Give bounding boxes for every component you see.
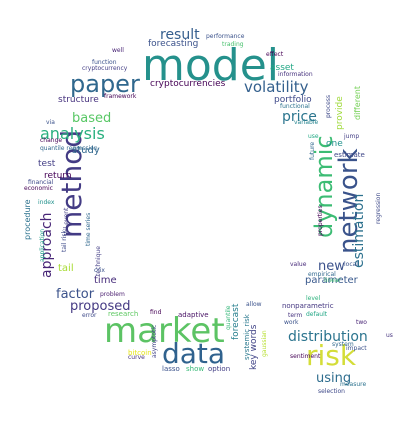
word: via [46,119,55,126]
word: bitcoin [128,349,152,357]
word: term [288,312,303,319]
word: regression [375,192,382,224]
word: time series [85,212,92,246]
word: tail [58,263,74,274]
word: index [38,199,55,206]
word: trading [222,41,244,48]
word: us [386,332,393,339]
word: quantile regression [40,145,98,152]
word: problem [100,291,125,298]
word: lasso [162,365,180,373]
word: tail risk [61,229,68,252]
word: estimate [334,151,365,159]
word: cryptocurrencies [150,79,226,89]
word: different [353,86,362,120]
word: variable [294,119,319,126]
word: market [104,311,225,351]
word: curve [128,354,145,361]
word: crix [94,267,105,274]
word: research [108,310,139,318]
word: analysis [40,124,105,143]
word: application [39,228,46,262]
word: find [150,309,162,316]
word: using [316,371,352,386]
word: change [40,137,63,144]
word: provide [335,96,345,130]
word: time [94,275,117,286]
word: default [306,311,328,318]
word: selection [318,388,345,395]
word: based [72,111,112,126]
word: function [92,59,117,66]
word: value [290,261,307,268]
word: nonparametric [282,302,334,310]
word: forecasting [148,39,199,49]
word: performance [206,33,245,40]
word: measure [340,381,367,388]
word: systemic risk [243,314,251,360]
word: quantile [225,305,232,330]
word: level [306,295,321,302]
word: adaptive [178,311,209,319]
word: system [332,341,354,348]
word: well [112,47,124,54]
word: procedure [23,199,32,240]
word: asymptotic [151,324,158,358]
word: functional [280,103,310,110]
word: paper [70,70,140,98]
word: price [282,109,317,125]
word: test [38,159,56,169]
word: risk [306,339,357,372]
word: properties [317,205,324,236]
word: asset [270,63,294,73]
word: data [162,337,226,370]
word: key words [249,324,259,370]
word: factor [56,287,95,302]
word: return [44,171,72,181]
word: one [326,139,343,149]
word: gaussian [261,330,268,357]
word: use [308,133,319,140]
word: parameter [305,275,358,286]
word: framework [104,93,137,100]
word: result [160,27,200,43]
word: effect [266,51,284,58]
word: new [318,259,345,274]
word: work [284,319,299,326]
word: sentiment [290,353,321,360]
word: portfolio [274,95,312,105]
word: option [208,365,231,373]
word: forecast [231,303,241,340]
word: error [82,312,97,319]
word: empirical [308,271,336,278]
word: jump [344,133,360,140]
word: linear [324,277,341,284]
word: future [309,141,316,160]
word: local [344,261,358,268]
word: proposed [70,299,131,314]
word: financial [28,179,54,186]
word: study [72,145,100,156]
word: distribution [288,329,368,345]
word: estimation [351,193,367,268]
word: cryptocurrency [82,65,128,72]
word: economic [24,185,53,192]
word: process [325,94,332,118]
word: show [186,365,205,373]
word: structure [58,95,99,105]
word: volatility [244,78,309,96]
word: allow [246,301,262,308]
word: impact [346,345,367,352]
word: information [278,71,313,78]
word: two [356,319,367,326]
word: model [142,40,280,91]
